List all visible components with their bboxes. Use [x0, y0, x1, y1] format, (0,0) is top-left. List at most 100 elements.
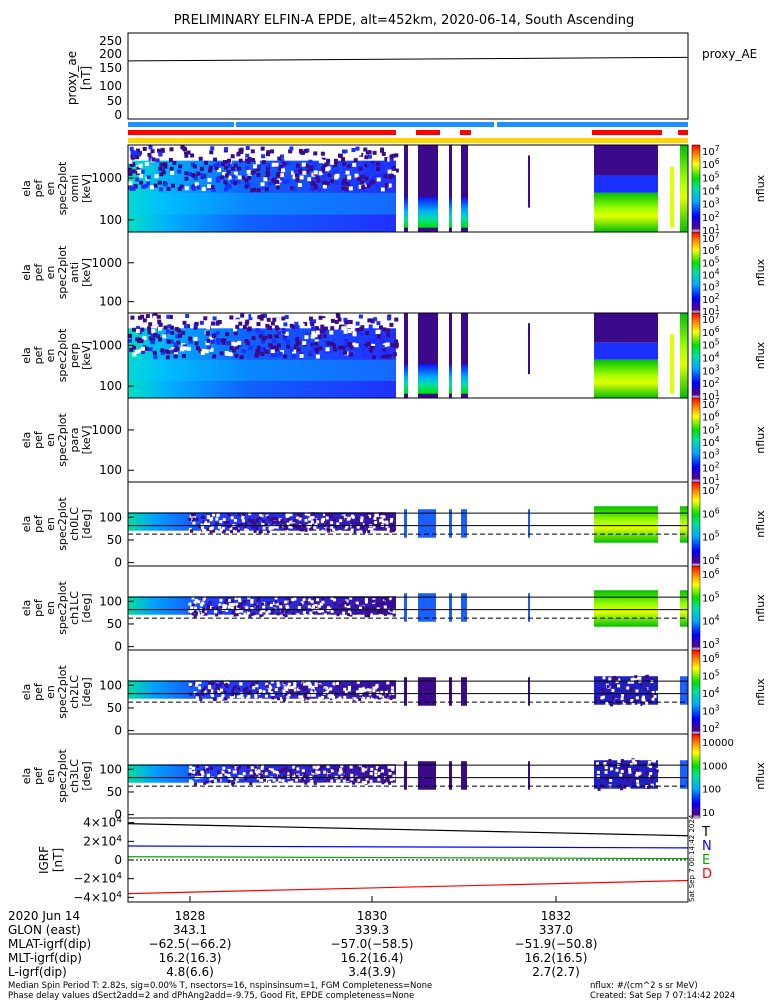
spectrogram-pixel — [317, 155, 322, 160]
spectrogram-pixel — [183, 324, 188, 329]
pa-pixel — [378, 774, 382, 778]
pa-pixel — [251, 525, 255, 529]
spectrogram-pixel — [170, 183, 175, 188]
spectrogram-pixel — [192, 184, 197, 189]
pa-strip — [449, 509, 452, 538]
spectrogram-pixel — [296, 347, 301, 352]
spectrogram-pixel — [178, 164, 183, 169]
pa-pixel — [652, 759, 656, 763]
footer-time-1830: 1830 — [357, 909, 388, 923]
pa-pixel — [620, 759, 624, 763]
spectrogram-pixel — [376, 167, 381, 172]
spectrogram-pixel — [196, 185, 201, 190]
pa-pixel — [352, 781, 356, 785]
pa-pixel — [327, 606, 331, 610]
pa-pixel — [323, 605, 327, 609]
spectrogram-pixel — [128, 181, 133, 186]
pa-pixel — [344, 769, 348, 773]
pa-pixel — [613, 675, 617, 679]
spectrogram-pixel — [286, 344, 291, 349]
colorbar-tick: 103 — [702, 197, 720, 211]
pa-pixel — [266, 530, 270, 534]
spectrogram-pixel — [158, 151, 163, 156]
spectrogram-pixel — [278, 351, 283, 356]
pa-pixel — [231, 689, 235, 693]
spectrogram-pixel — [380, 335, 385, 340]
pa-pixel — [235, 613, 239, 617]
spectrogram-pixel — [334, 169, 339, 174]
spectrogram-pixel — [131, 186, 136, 191]
pa-pixel — [332, 518, 336, 522]
spectrogram-pixel — [294, 173, 299, 178]
spectrogram-pixel — [194, 182, 199, 187]
pa-pixel — [207, 689, 211, 693]
spectrogram-pixel — [208, 168, 213, 173]
pa-pixel — [274, 596, 278, 600]
spectrogram-pixel — [392, 352, 397, 357]
spectrogram-pixel — [326, 341, 331, 346]
spectrogram-pixel — [387, 157, 392, 162]
pa-pixel — [275, 519, 279, 523]
pa-pixel — [627, 701, 631, 705]
ylabel-line: pef — [32, 598, 45, 617]
pa-pixel — [364, 522, 368, 526]
spectrogram-pixel — [278, 164, 283, 169]
colorbar-tick: 107 — [702, 483, 720, 497]
spectrogram-pixel — [348, 352, 353, 357]
pa-pixel — [194, 598, 198, 602]
spectrogram-pixel — [308, 159, 313, 164]
pa-pixel — [343, 774, 347, 778]
spectrogram-pixel — [330, 179, 335, 184]
spectrogram-pixel — [292, 349, 297, 354]
pa-pixel — [353, 778, 357, 782]
spectrogram-pixel — [280, 158, 285, 163]
spectrogram-pixel — [293, 169, 298, 174]
pa-pixel — [635, 676, 639, 680]
spectrogram-pixel — [244, 339, 249, 344]
pa-pixel — [326, 527, 330, 531]
pa-pixel — [346, 602, 350, 606]
pa-strip — [528, 761, 530, 790]
pa-pixel — [322, 512, 326, 516]
pa-pixel — [349, 765, 353, 769]
spectrogram-pixel — [212, 316, 217, 321]
pa-pixel — [609, 778, 613, 782]
pa-strip — [680, 760, 688, 789]
pa-pixel — [243, 688, 247, 692]
pa-pixel — [361, 772, 365, 776]
spectrogram-pixel — [365, 341, 370, 346]
pa-pixel — [655, 767, 659, 771]
spectrogram-pixel — [216, 162, 221, 167]
spectrogram-pixel — [284, 331, 289, 336]
pa-pixel — [227, 773, 231, 777]
pa-pixel — [324, 782, 328, 786]
colorbar-label: nflux — [754, 678, 767, 706]
spectrogram-pixel — [236, 152, 241, 157]
pa-pixel — [290, 685, 294, 689]
ylabel-line: [nT] — [51, 848, 65, 872]
spectrogram-pixel — [273, 352, 278, 357]
pa-pixel — [290, 777, 294, 781]
pa-pixel — [639, 682, 643, 686]
spectrogram-pixel — [173, 153, 178, 158]
pa-pixel — [192, 770, 196, 774]
pa-pixel — [278, 778, 282, 782]
pa-pixel — [212, 513, 216, 517]
igrf-legend-N: N — [702, 839, 712, 854]
pa-pixel — [389, 529, 393, 533]
spectrogram-pixel — [222, 159, 227, 164]
spectrogram-pixel — [381, 165, 386, 170]
pa-pixel — [631, 759, 635, 763]
ytick-label: 100 — [99, 678, 122, 692]
pa-pixel — [356, 525, 360, 529]
spectrogram-pixel — [289, 146, 294, 151]
spectrogram-pixel — [352, 162, 357, 167]
spectrogram-pixel — [228, 151, 233, 156]
pa-pixel — [265, 522, 269, 526]
pa-pixel — [379, 610, 383, 614]
spectrogram-pixel — [175, 334, 180, 339]
pa-pixel — [381, 685, 385, 689]
pa-pixel — [361, 600, 365, 604]
pa-pixel — [229, 527, 233, 531]
